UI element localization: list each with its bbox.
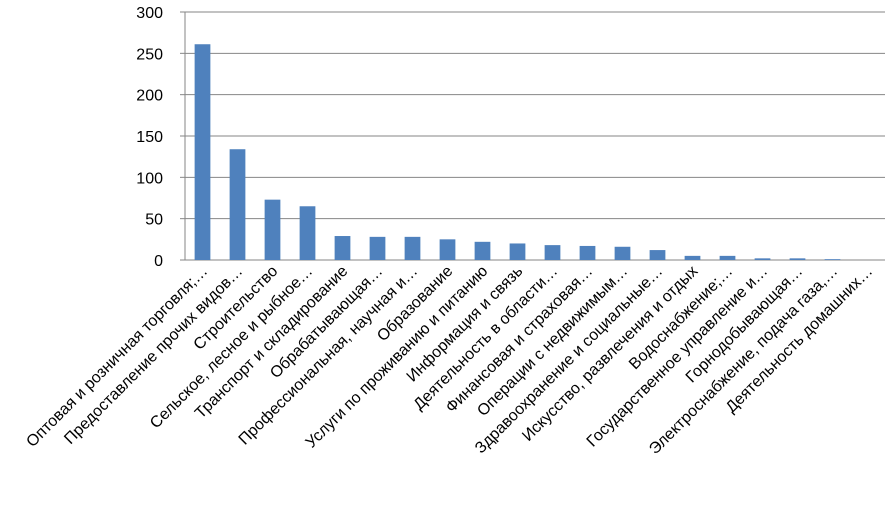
bar <box>579 245 596 260</box>
bar <box>719 255 736 260</box>
bar <box>649 250 666 260</box>
bar <box>194 44 211 260</box>
bar <box>264 199 281 260</box>
bar <box>404 236 421 260</box>
bar <box>369 236 386 260</box>
x-tick-label: Оптовая и розничная торговля;… <box>23 263 211 451</box>
y-tick-label: 100 <box>136 170 163 187</box>
bar <box>229 149 246 260</box>
bar <box>614 246 631 260</box>
bar <box>334 236 351 260</box>
y-tick-label: 150 <box>136 129 163 146</box>
bar <box>509 243 526 260</box>
y-tick-label: 200 <box>136 88 163 105</box>
bar <box>684 255 701 260</box>
bar <box>299 206 316 260</box>
bar <box>474 241 491 260</box>
y-tick-label: 250 <box>136 46 163 63</box>
y-tick-label: 50 <box>145 212 163 229</box>
bar <box>544 245 561 260</box>
bar <box>789 258 806 260</box>
bar <box>824 259 841 260</box>
bar <box>754 258 771 260</box>
bar <box>439 239 456 260</box>
y-tick-label: 0 <box>154 253 163 270</box>
y-tick-label: 300 <box>136 5 163 22</box>
